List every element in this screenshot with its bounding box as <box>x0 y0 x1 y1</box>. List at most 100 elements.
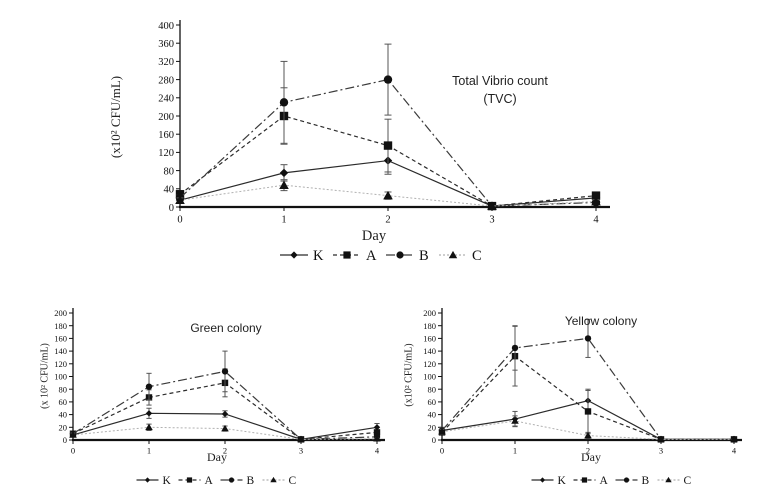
y-tick-label: 20 <box>428 422 437 432</box>
legend-item-K: K <box>280 248 324 264</box>
series-A-marker <box>584 408 592 415</box>
series-B-marker <box>383 75 393 84</box>
green-colony-y-axis-label: (x 10² CFU/mL) <box>39 343 51 409</box>
series-C-marker <box>69 431 77 438</box>
legend-marker-B <box>396 251 404 259</box>
series-K-marker <box>373 424 381 431</box>
y-tick-label: 0 <box>169 203 174 214</box>
x-tick-label: 2 <box>385 215 390 226</box>
series-C-marker <box>383 190 393 200</box>
y-tick-label: 160 <box>158 130 174 141</box>
legend-label-C: C <box>289 475 297 487</box>
green-colony-chart-title: Green colony <box>190 321 262 335</box>
legend-item-C: C <box>657 475 692 487</box>
series-C-marker <box>221 424 229 432</box>
series-A-marker <box>591 191 601 200</box>
tvc-chart-title: Total Vibrio count (TVC) <box>452 74 548 107</box>
series-C-marker <box>373 435 381 442</box>
tvc-chart-panel: 0 40 80 120 160 200 240 280 320 360 400 0 1 2 3 4 K A B C T… <box>95 5 695 280</box>
y-tick-label: 320 <box>158 57 174 68</box>
legend-label-B: B <box>419 248 429 264</box>
series-K-marker <box>145 410 153 417</box>
legend-marker-A <box>343 251 351 259</box>
legend-marker-C <box>270 476 277 483</box>
y-tick-label: 140 <box>54 346 67 356</box>
series-B-marker <box>221 368 229 375</box>
legend-item-A: A <box>178 475 214 487</box>
x-tick-label: 3 <box>489 215 494 226</box>
series-K-marker <box>221 410 229 418</box>
x-tick-label: 0 <box>440 446 444 456</box>
series-C-marker <box>438 428 446 435</box>
y-tick-label: 140 <box>423 346 436 356</box>
x-tick-label: 2 <box>223 446 227 456</box>
x-tick-label: 0 <box>71 446 75 456</box>
series-C-marker <box>584 431 592 439</box>
y-tick-label: 240 <box>158 94 174 105</box>
green-colony-chart-panel: 0 20 40 60 80 100 120 140 160 180 200 0 1 2 3 4 K A B C Gre… <box>35 300 405 497</box>
yellow-colony-chart-title: Yellow colony <box>564 314 638 328</box>
series-A-marker <box>383 141 393 150</box>
series-C-marker <box>175 195 185 204</box>
series-C-marker <box>591 196 601 206</box>
legend-marker-K <box>539 477 546 483</box>
legend-marker-C <box>448 250 458 259</box>
legend-marker-B <box>228 477 235 483</box>
y-tick-label: 160 <box>423 333 436 343</box>
y-tick-label: 0 <box>432 435 436 445</box>
legend-item-B: B <box>615 475 650 487</box>
x-tick-label: 2 <box>586 446 590 456</box>
green-colony-chart-plot: 0 20 40 60 80 100 120 140 160 180 200 0 1 2 3 4 K A B C <box>54 308 385 487</box>
tvc-x-axis-label: Day <box>361 228 387 244</box>
y-tick-label: 80 <box>59 384 68 394</box>
legend-label-A: A <box>366 248 377 264</box>
legend-label-C: C <box>472 248 482 264</box>
series-B-marker <box>511 344 519 352</box>
series-C-marker <box>511 417 519 424</box>
legend-marker-A <box>581 477 588 483</box>
y-tick-label: 120 <box>54 359 67 369</box>
x-tick-label: 0 <box>177 215 182 226</box>
legend-label-A: A <box>600 475 609 487</box>
series-C-marker <box>487 201 497 210</box>
series-C-marker <box>145 423 153 431</box>
tvc-y-axis-label: (x10² CFU/mL) <box>108 75 123 159</box>
y-tick-label: 200 <box>158 112 174 123</box>
y-tick-label: 160 <box>54 333 67 343</box>
legend-marker-C <box>665 476 672 483</box>
y-tick-label: 40 <box>59 410 68 420</box>
y-tick-label: 200 <box>54 308 67 318</box>
series-C-marker <box>279 180 289 189</box>
x-tick-label: 4 <box>732 446 737 456</box>
y-tick-label: 60 <box>428 397 437 407</box>
y-tick-label: 60 <box>59 397 68 407</box>
series-B-marker <box>584 335 592 342</box>
x-tick-label: 3 <box>299 446 303 456</box>
x-tick-label: 4 <box>593 215 599 226</box>
y-tick-label: 280 <box>158 75 174 86</box>
legend-label-K: K <box>163 475 172 487</box>
legend-item-B: B <box>386 248 429 264</box>
y-tick-label: 20 <box>59 422 68 432</box>
y-tick-label: 100 <box>54 372 67 382</box>
green-colony-x-axis-label: Day <box>207 450 227 464</box>
legend-label-B: B <box>642 475 650 487</box>
yellow-colony-chart-panel: 0 20 40 60 80 100 120 140 160 180 200 0 1 2 3 4 K A B C Yel… <box>395 300 770 497</box>
legend-label-B: B <box>247 475 255 487</box>
legend-item-K: K <box>136 475 172 487</box>
legend-item-A: A <box>333 248 377 264</box>
y-tick-label: 80 <box>428 384 437 394</box>
series-A-marker <box>373 429 381 436</box>
y-tick-label: 180 <box>423 321 436 331</box>
legend-label-K: K <box>313 248 324 264</box>
x-tick-label: 4 <box>375 446 380 456</box>
y-tick-label: 40 <box>428 410 437 420</box>
y-tick-label: 120 <box>423 359 436 369</box>
legend-item-K: K <box>531 475 567 487</box>
legend-label-C: C <box>684 475 692 487</box>
legend-item-B: B <box>220 475 255 487</box>
y-tick-label: 40 <box>164 185 175 196</box>
yellow-colony-chart-plot: 0 20 40 60 80 100 120 140 160 180 200 0 1 2 3 4 K A B C <box>423 308 742 487</box>
series-K-marker <box>279 168 289 178</box>
